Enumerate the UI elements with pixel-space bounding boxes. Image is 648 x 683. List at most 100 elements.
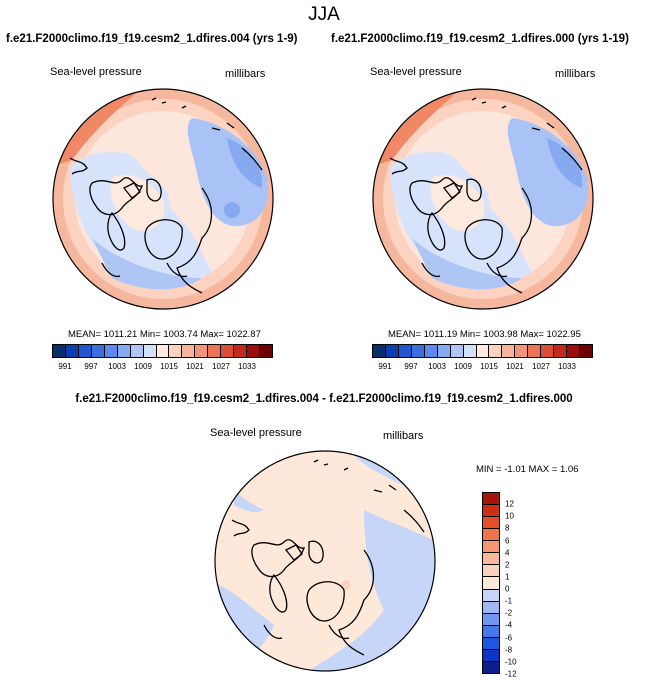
colorbar-difference-labels: 12 10 8 6 4 2 1 0 -1 -2 -4 -6 -8 -10 -12 bbox=[505, 492, 535, 679]
colorbar-tick-label: 4 bbox=[505, 548, 510, 558]
colorbar-tick-label: -8 bbox=[505, 645, 513, 655]
colorbar-swatch bbox=[502, 345, 516, 357]
colorbar-swatch bbox=[515, 345, 529, 357]
colorbar-swatch bbox=[483, 517, 499, 530]
case2-title: f.e21.F2000climo.f19_f19.cesm2_1.dfires.… bbox=[331, 33, 629, 45]
colorbar-tick-label: 12 bbox=[505, 499, 514, 509]
panel3-stats: MIN = -1.01 MAX = 1.06 bbox=[476, 464, 579, 475]
colorbar-tick-label: -1 bbox=[505, 596, 513, 606]
colorbar-swatch bbox=[91, 345, 105, 357]
case1-title: f.e21.F2000climo.f19_f19.cesm2_1.dfires.… bbox=[6, 33, 298, 45]
colorbar-case1-labels: 991 997 1003 1009 1015 1021 1027 1033 bbox=[52, 362, 273, 374]
colorbar-tick-label: 1033 bbox=[238, 362, 256, 371]
panel1-field-label: Sea-level pressure bbox=[50, 66, 142, 78]
colorbar-swatch bbox=[476, 345, 490, 357]
colorbar-swatch bbox=[437, 345, 451, 357]
colorbar-swatch bbox=[483, 601, 499, 614]
colorbar-swatch bbox=[483, 505, 499, 518]
colorbar-swatch bbox=[156, 345, 170, 357]
colorbar-swatch bbox=[65, 345, 79, 357]
colorbar-tick-label: 1015 bbox=[160, 362, 178, 371]
colorbar-swatch bbox=[483, 589, 499, 602]
colorbar-tick-label: -12 bbox=[505, 669, 517, 679]
colorbar-tick-label: 1009 bbox=[454, 362, 472, 371]
colorbar-swatch bbox=[483, 541, 499, 554]
panel2-stats: MEAN= 1011.19 Min= 1003.98 Max= 1022.95 bbox=[388, 329, 581, 340]
colorbar-swatch bbox=[567, 345, 580, 357]
season-title: JJA bbox=[308, 4, 340, 25]
colorbar-swatch bbox=[483, 577, 499, 590]
colorbar-tick-label: 1015 bbox=[480, 362, 498, 371]
colorbar-swatch bbox=[450, 345, 464, 357]
colorbar-swatch bbox=[398, 345, 412, 357]
panel2-units-label: millibars bbox=[555, 68, 596, 80]
colorbar-tick-label: -10 bbox=[505, 657, 517, 667]
difference-title: f.e21.F2000climo.f19_f19.cesm2_1.dfires.… bbox=[75, 393, 573, 405]
colorbar-swatch bbox=[385, 345, 399, 357]
colorbar-difference bbox=[482, 492, 500, 674]
colorbar-swatch bbox=[483, 649, 499, 662]
colorbar-swatch bbox=[234, 345, 248, 357]
slp-map-case2 bbox=[372, 88, 594, 310]
colorbar-tick-label: 8 bbox=[505, 523, 510, 533]
colorbar-swatch bbox=[554, 345, 568, 357]
colorbar-swatch bbox=[483, 625, 499, 638]
colorbar-tick-label: -2 bbox=[505, 608, 513, 618]
slp-difference-map bbox=[214, 450, 436, 672]
colorbar-swatch bbox=[247, 345, 260, 357]
colorbar-swatch bbox=[169, 345, 183, 357]
colorbar-case2-labels: 991 997 1003 1009 1015 1021 1027 1033 bbox=[372, 362, 593, 374]
colorbar-swatch bbox=[117, 345, 131, 357]
colorbar-tick-label: 1027 bbox=[532, 362, 550, 371]
colorbar-swatch bbox=[260, 345, 272, 357]
colorbar-swatch bbox=[580, 345, 592, 357]
colorbar-swatch bbox=[411, 345, 425, 357]
colorbar-swatch bbox=[143, 345, 157, 357]
colorbar-swatch bbox=[483, 637, 499, 650]
colorbar-tick-label: 10 bbox=[505, 511, 514, 521]
colorbar-swatch bbox=[483, 529, 499, 542]
colorbar-tick-label: 6 bbox=[505, 536, 510, 546]
colorbar-swatch bbox=[208, 345, 222, 357]
colorbar-swatch bbox=[489, 345, 503, 357]
panel3-units-label: millibars bbox=[383, 430, 424, 442]
colorbar-tick-label: -6 bbox=[505, 633, 513, 643]
colorbar-swatch bbox=[463, 345, 477, 357]
colorbar-swatch bbox=[541, 345, 555, 357]
colorbar-tick-label: 1033 bbox=[558, 362, 576, 371]
colorbar-tick-label: 1 bbox=[505, 572, 510, 582]
colorbar-swatch bbox=[483, 661, 499, 673]
colorbar-swatch bbox=[221, 345, 235, 357]
colorbar-tick-label: 997 bbox=[404, 362, 418, 371]
colorbar-swatch bbox=[483, 553, 499, 566]
colorbar-tick-label: 1009 bbox=[134, 362, 152, 371]
colorbar-swatch bbox=[182, 345, 196, 357]
colorbar-case1 bbox=[52, 344, 273, 358]
panel1-units-label: millibars bbox=[225, 68, 266, 80]
colorbar-swatch bbox=[483, 493, 499, 506]
panel1-stats: MEAN= 1011.21 Min= 1003.74 Max= 1022.87 bbox=[68, 329, 261, 340]
panel3-field-label: Sea-level pressure bbox=[210, 427, 302, 439]
colorbar-case2 bbox=[372, 344, 593, 358]
colorbar-tick-label: 991 bbox=[58, 362, 72, 371]
panel2-field-label: Sea-level pressure bbox=[370, 66, 462, 78]
colorbar-swatch bbox=[195, 345, 209, 357]
slp-map-case1 bbox=[52, 88, 274, 310]
colorbar-tick-label: 1003 bbox=[428, 362, 446, 371]
colorbar-tick-label: 991 bbox=[378, 362, 392, 371]
colorbar-tick-label: 1021 bbox=[506, 362, 524, 371]
colorbar-swatch bbox=[373, 345, 386, 357]
colorbar-tick-label: 2 bbox=[505, 560, 510, 570]
colorbar-swatch bbox=[53, 345, 66, 357]
colorbar-tick-label: -4 bbox=[505, 620, 513, 630]
colorbar-swatch bbox=[78, 345, 92, 357]
colorbar-tick-label: 1021 bbox=[186, 362, 204, 371]
colorbar-swatch bbox=[104, 345, 118, 357]
colorbar-tick-label: 1027 bbox=[212, 362, 230, 371]
colorbar-tick-label: 997 bbox=[84, 362, 98, 371]
colorbar-tick-label: 0 bbox=[505, 584, 510, 594]
colorbar-swatch bbox=[483, 565, 499, 578]
colorbar-swatch bbox=[424, 345, 438, 357]
colorbar-swatch bbox=[483, 613, 499, 626]
colorbar-swatch bbox=[528, 345, 542, 357]
